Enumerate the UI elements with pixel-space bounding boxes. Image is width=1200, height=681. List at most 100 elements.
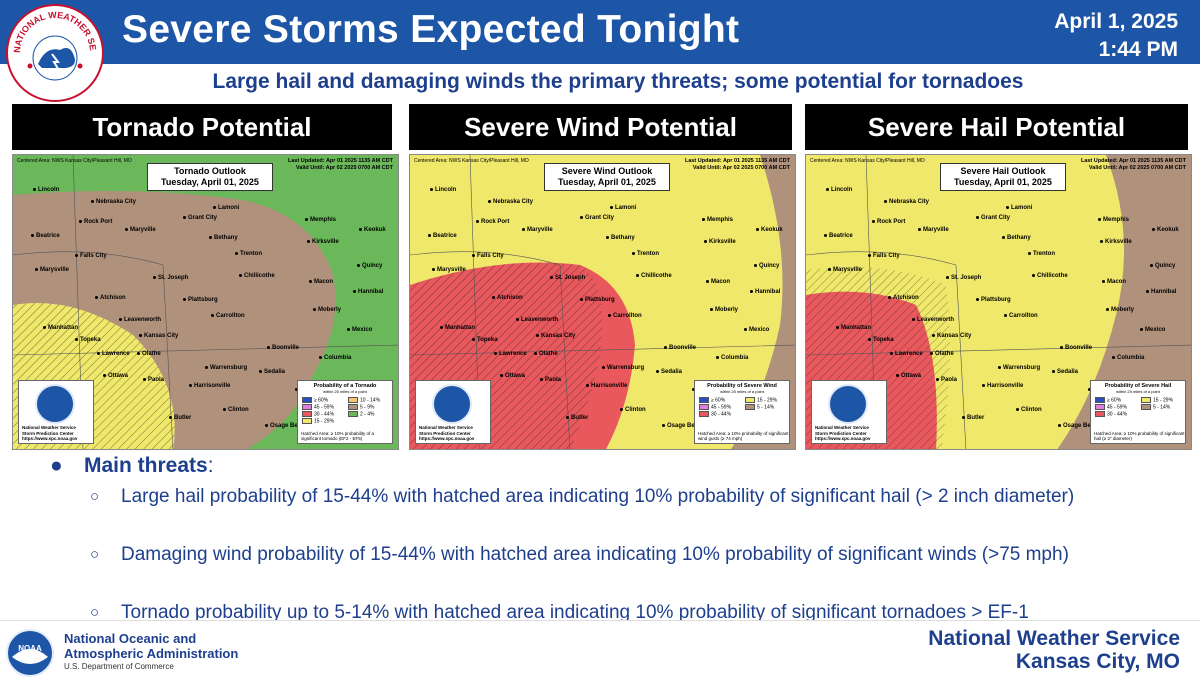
map-city-label: Boonville: [1060, 345, 1092, 351]
map-city-label: Rock Port: [872, 219, 905, 225]
map-city-label: Mexico: [744, 327, 769, 333]
header-bar: [0, 0, 1200, 64]
map-city-label: Rock Port: [79, 219, 112, 225]
map-city-label: Grant City: [976, 215, 1010, 221]
subtitle: Large hail and damaging winds the primar…: [212, 70, 1024, 93]
map-city-label: Beatrice: [31, 233, 60, 239]
map-city-label: St. Joseph: [153, 275, 188, 281]
map-city-label: Keokuk: [359, 227, 386, 233]
map-city-label: Nebraska City: [884, 199, 929, 205]
map-city-label: Lamoni: [610, 205, 636, 211]
map-city-label: Rock Port: [476, 219, 509, 225]
map-city-label: Memphis: [305, 217, 336, 223]
map-city-label: Warrensburg: [205, 365, 247, 371]
map-city-label: Mexico: [1140, 327, 1165, 333]
map-city-label: Paola: [540, 377, 561, 383]
page-title: Severe Storms Expected Tonight: [122, 8, 740, 51]
bullet-ring-icon: ○: [90, 546, 100, 563]
issued-datetime: April 1, 2025 1:44 PM: [1054, 8, 1178, 64]
outlook-title-box: Tornado Outlook Tuesday, April 01, 2025: [147, 163, 273, 191]
threat-item-tornado: ○ Tornado probability up to 5-14% with h…: [90, 600, 1120, 626]
map-city-label: Harrisonville: [982, 383, 1023, 389]
map-city-label: Lawrence: [97, 351, 130, 357]
map-city-label: Nebraska City: [488, 199, 533, 205]
map-city-label: Olathe: [534, 351, 558, 357]
noaa-logo-icon: NOAA: [6, 629, 54, 677]
map-city-label: Marysville: [432, 267, 466, 273]
map-city-label: Moberly: [1106, 307, 1134, 313]
svg-text:NOAA: NOAA: [18, 644, 42, 653]
map-city-label: St. Joseph: [946, 275, 981, 281]
office-name: National Weather Service Kansas City, MO: [928, 627, 1180, 673]
map-city-label: Macon: [309, 279, 333, 285]
map-city-label: Lamoni: [1006, 205, 1032, 211]
map-city-label: Moberly: [710, 307, 738, 313]
map-city-label: Olathe: [930, 351, 954, 357]
issued-date: April 1, 2025: [1054, 10, 1178, 33]
map-city-label: St. Joseph: [550, 275, 585, 281]
wind-heading: Severe Wind Potential: [409, 104, 792, 150]
map-city-label: Osage Beach: [662, 423, 705, 429]
bullet-dot-icon: ●: [50, 454, 63, 477]
map-city-label: Bethany: [606, 235, 635, 241]
map-city-label: Butler: [566, 415, 588, 421]
map-city-label: Plattsburg: [183, 297, 218, 303]
map-city-label: Sedalia: [259, 369, 285, 375]
map-city-label: Maryville: [918, 227, 949, 233]
map-city-label: Nebraska City: [91, 199, 136, 205]
map-city-label: Grant City: [183, 215, 217, 221]
map-city-label: Macon: [706, 279, 730, 285]
tornado-legend: Probability of a Tornado within 25 miles …: [297, 380, 393, 444]
map-city-label: Ottawa: [103, 373, 128, 379]
map-city-label: Clinton: [1016, 407, 1042, 413]
map-city-label: Kansas City: [139, 333, 178, 339]
map-city-label: Manhattan: [836, 325, 871, 331]
map-city-label: Leavenworth: [912, 317, 954, 323]
map-city-label: Hannibal: [750, 289, 780, 295]
map-city-label: Chillicothe: [1032, 273, 1068, 279]
threat-item-wind: ○ Damaging wind probability of 15-44% wi…: [90, 542, 1120, 594]
tornado-outlook-map: Centered Area: NWS Kansas City/Pleasant …: [12, 154, 399, 450]
map-city-label: Plattsburg: [580, 297, 615, 303]
wind-legend: Probability of Severe Wind within 25 mile…: [694, 380, 790, 444]
map-city-label: Osage Beach: [265, 423, 308, 429]
map-city-label: Paola: [936, 377, 957, 383]
map-city-label: Paola: [143, 377, 164, 383]
map-city-label: Osage Beach: [1058, 423, 1101, 429]
map-city-label: Boonville: [664, 345, 696, 351]
noaa-spc-badge: National Weather Service Storm Prediction…: [18, 380, 94, 444]
bullet-ring-icon: ○: [90, 488, 100, 505]
map-city-label: Boonville: [267, 345, 299, 351]
map-city-label: Beatrice: [428, 233, 457, 239]
map-city-label: Columbia: [319, 355, 351, 361]
map-city-label: Kansas City: [536, 333, 575, 339]
map-city-label: Sedalia: [1052, 369, 1078, 375]
map-city-label: Topeka: [472, 337, 498, 343]
map-city-label: Beatrice: [824, 233, 853, 239]
map-city-label: Carrollton: [1004, 313, 1038, 319]
map-city-label: Hannibal: [353, 289, 383, 295]
map-city-label: Lamoni: [213, 205, 239, 211]
map-city-label: Atchison: [95, 295, 126, 301]
map-city-label: Columbia: [1112, 355, 1144, 361]
map-city-label: Lawrence: [494, 351, 527, 357]
map-city-label: Harrisonville: [586, 383, 627, 389]
map-city-label: Trenton: [632, 251, 659, 257]
map-city-label: Manhattan: [43, 325, 78, 331]
map-city-label: Lawrence: [890, 351, 923, 357]
map-city-label: Olathe: [137, 351, 161, 357]
map-city-label: Mexico: [347, 327, 372, 333]
map-city-label: Falls City: [75, 253, 107, 259]
map-city-label: Warrensburg: [998, 365, 1040, 371]
map-city-label: Ottawa: [896, 373, 921, 379]
map-city-label: Topeka: [75, 337, 101, 343]
outlook-title-box: Severe Hail Outlook Tuesday, April 01, 20…: [940, 163, 1066, 191]
map-city-label: Marysville: [35, 267, 69, 273]
map-city-label: Hannibal: [1146, 289, 1176, 295]
department-name: U.S. Department of Commerce: [64, 662, 174, 671]
map-city-label: Harrisonville: [189, 383, 230, 389]
map-city-label: Kirksville: [307, 239, 339, 245]
hail-outlook-map: Centered Area: NWS Kansas City/Pleasant …: [805, 154, 1192, 450]
map-city-label: Warrensburg: [602, 365, 644, 371]
outlook-title-box: Severe Wind Outlook Tuesday, April 01, 20…: [544, 163, 670, 191]
